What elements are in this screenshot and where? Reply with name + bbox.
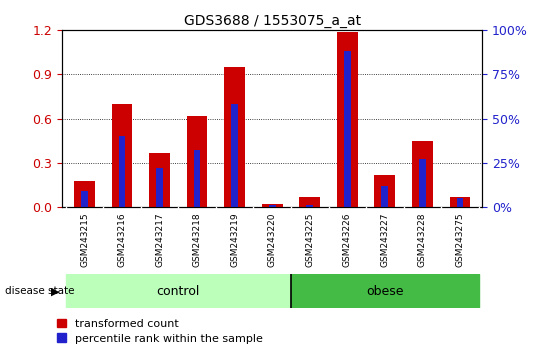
Bar <box>74 181 95 207</box>
Text: GSM243228: GSM243228 <box>418 212 427 267</box>
Bar <box>262 204 282 207</box>
Bar <box>412 141 433 207</box>
Text: control: control <box>157 285 200 298</box>
Bar <box>306 205 313 207</box>
Bar <box>149 153 170 207</box>
Text: GSM243220: GSM243220 <box>268 212 277 267</box>
Bar <box>457 198 463 207</box>
Text: GSM243217: GSM243217 <box>155 212 164 267</box>
Bar <box>194 150 201 207</box>
Bar <box>231 104 238 207</box>
Text: ▶: ▶ <box>51 286 59 296</box>
Bar <box>269 205 275 207</box>
Text: GSM243219: GSM243219 <box>230 212 239 267</box>
Bar <box>299 197 320 207</box>
Bar <box>112 104 133 207</box>
Text: disease state: disease state <box>5 286 75 296</box>
Text: GSM243225: GSM243225 <box>305 212 314 267</box>
Text: GSM243216: GSM243216 <box>118 212 127 267</box>
Bar <box>419 159 426 207</box>
Bar <box>344 51 351 207</box>
Bar <box>66 274 291 308</box>
Bar <box>382 186 388 207</box>
Bar <box>291 274 479 308</box>
Bar <box>337 32 357 207</box>
Bar <box>224 67 245 207</box>
Text: GSM243226: GSM243226 <box>343 212 352 267</box>
Text: GSM243218: GSM243218 <box>192 212 202 267</box>
Bar <box>81 191 88 207</box>
Bar <box>450 197 470 207</box>
Title: GDS3688 / 1553075_a_at: GDS3688 / 1553075_a_at <box>184 14 361 28</box>
Bar <box>156 168 163 207</box>
Bar <box>187 116 208 207</box>
Legend: transformed count, percentile rank within the sample: transformed count, percentile rank withi… <box>57 319 262 343</box>
Text: GSM243227: GSM243227 <box>381 212 389 267</box>
Text: GSM243215: GSM243215 <box>80 212 89 267</box>
Text: obese: obese <box>366 285 404 298</box>
Bar <box>375 175 395 207</box>
Bar <box>119 136 126 207</box>
Text: GSM243275: GSM243275 <box>455 212 465 267</box>
